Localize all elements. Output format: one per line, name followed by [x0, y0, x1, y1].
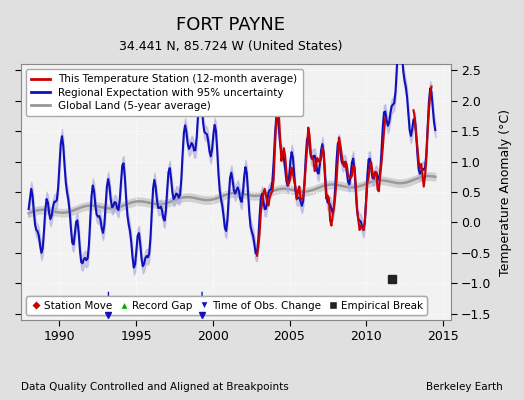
Y-axis label: Temperature Anomaly (°C): Temperature Anomaly (°C) [498, 108, 511, 276]
Text: 34.441 N, 85.724 W (United States): 34.441 N, 85.724 W (United States) [119, 40, 342, 53]
Legend: Station Move, Record Gap, Time of Obs. Change, Empirical Break: Station Move, Record Gap, Time of Obs. C… [26, 296, 427, 315]
Text: FORT PAYNE: FORT PAYNE [176, 16, 285, 34]
Text: Data Quality Controlled and Aligned at Breakpoints: Data Quality Controlled and Aligned at B… [21, 382, 289, 392]
Text: Berkeley Earth: Berkeley Earth [427, 382, 503, 392]
